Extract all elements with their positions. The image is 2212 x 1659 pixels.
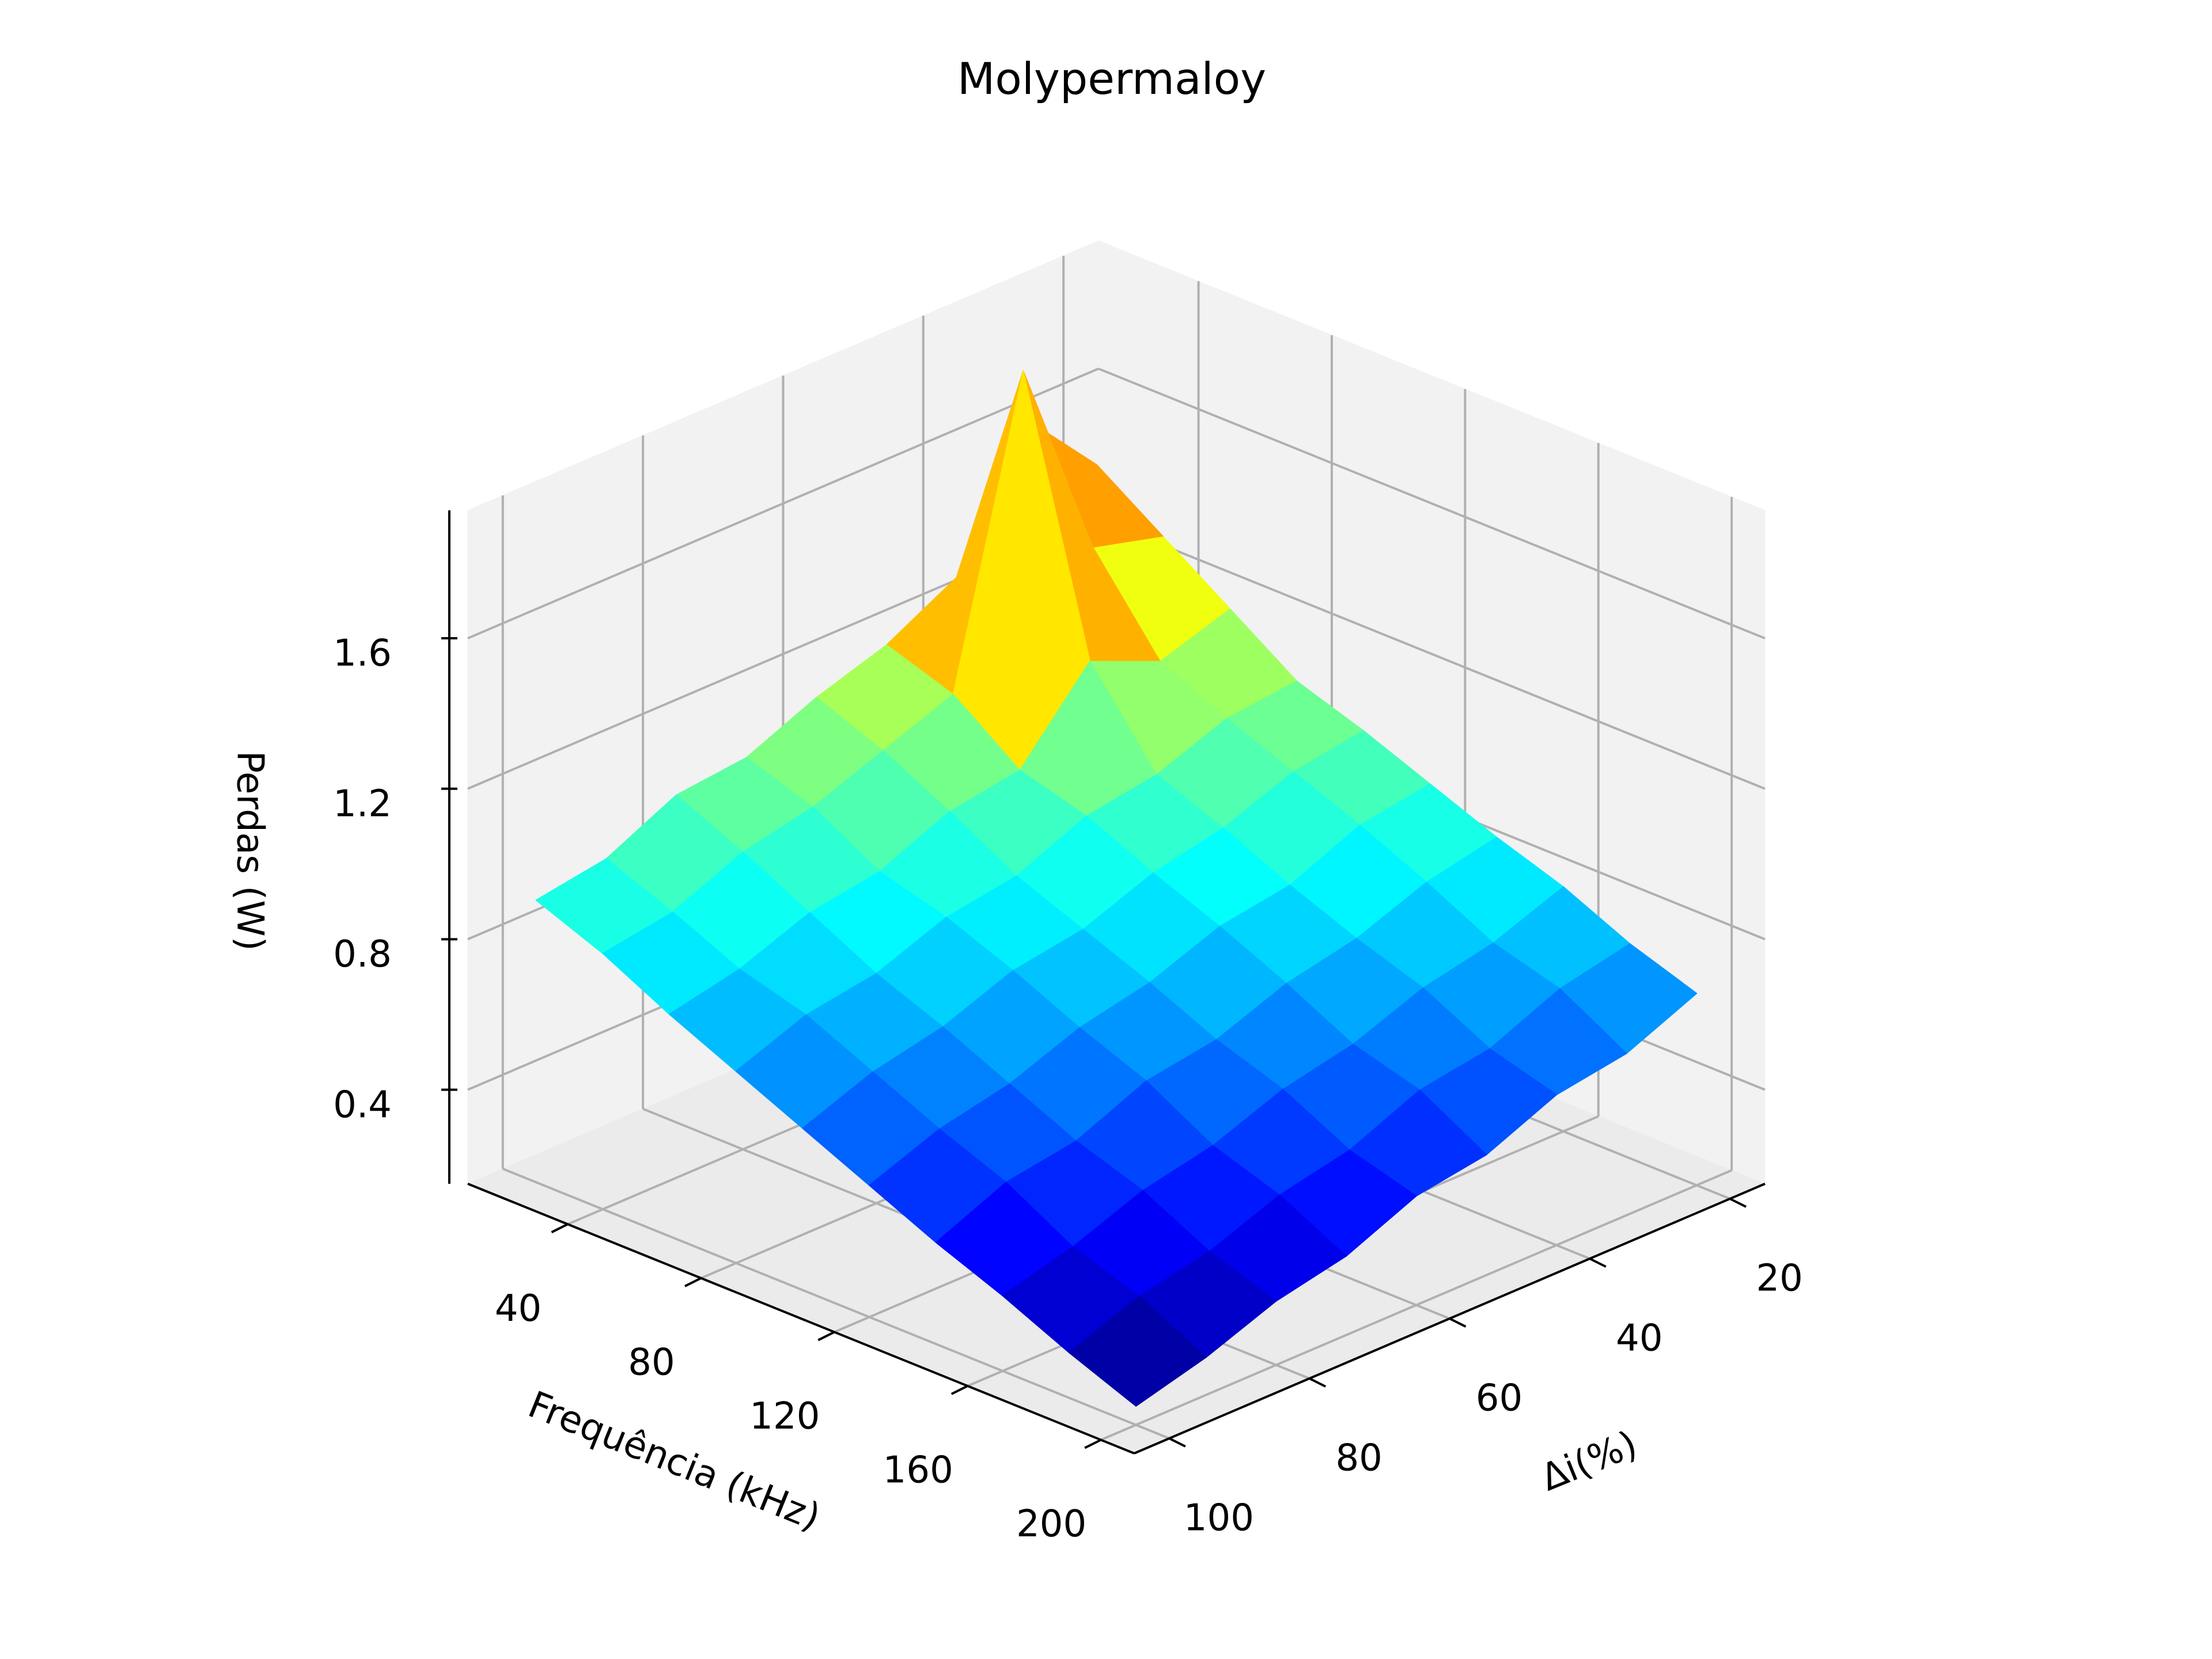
x-tick: [684, 1277, 702, 1287]
surface: [535, 370, 1698, 1407]
y-tick-label: 100: [1184, 1497, 1254, 1540]
x-tick-label: 200: [1016, 1503, 1086, 1546]
y-tick: [1309, 1377, 1327, 1388]
x-tick-label: 120: [749, 1395, 820, 1438]
z-tick-label: 1.6: [333, 632, 392, 675]
grid-line: [502, 1168, 1170, 1440]
x-axis-line: [467, 1183, 1135, 1455]
x-tick-label: 80: [628, 1341, 675, 1384]
grid-line: [1098, 518, 1766, 790]
x-tick-label: 160: [883, 1449, 953, 1492]
surface-face: [1069, 1296, 1207, 1407]
y-tick-label: 40: [1616, 1317, 1662, 1360]
grid-line: [467, 368, 1099, 639]
z-tick-label: 0.8: [333, 933, 392, 976]
x-tick: [817, 1331, 835, 1342]
y-tick: [1449, 1317, 1467, 1328]
y-tick: [1589, 1257, 1607, 1268]
y-tick-label: 60: [1476, 1377, 1522, 1420]
z-tick-label: 0.4: [333, 1084, 392, 1126]
z-tick-label: 1.2: [333, 783, 392, 825]
y-tick: [1168, 1437, 1186, 1448]
chart-title: Molypermaloy: [957, 53, 1266, 104]
x-tick: [551, 1223, 569, 1233]
grid-line: [1098, 368, 1766, 639]
y-tick-label: 80: [1335, 1437, 1382, 1480]
x-tick: [950, 1385, 968, 1395]
y-tick: [1729, 1198, 1747, 1208]
x-tick: [1084, 1438, 1102, 1449]
x-tick-label: 40: [495, 1287, 541, 1330]
z-axis-label: Perdas (W): [228, 751, 271, 951]
y-tick-label: 20: [1756, 1257, 1802, 1300]
